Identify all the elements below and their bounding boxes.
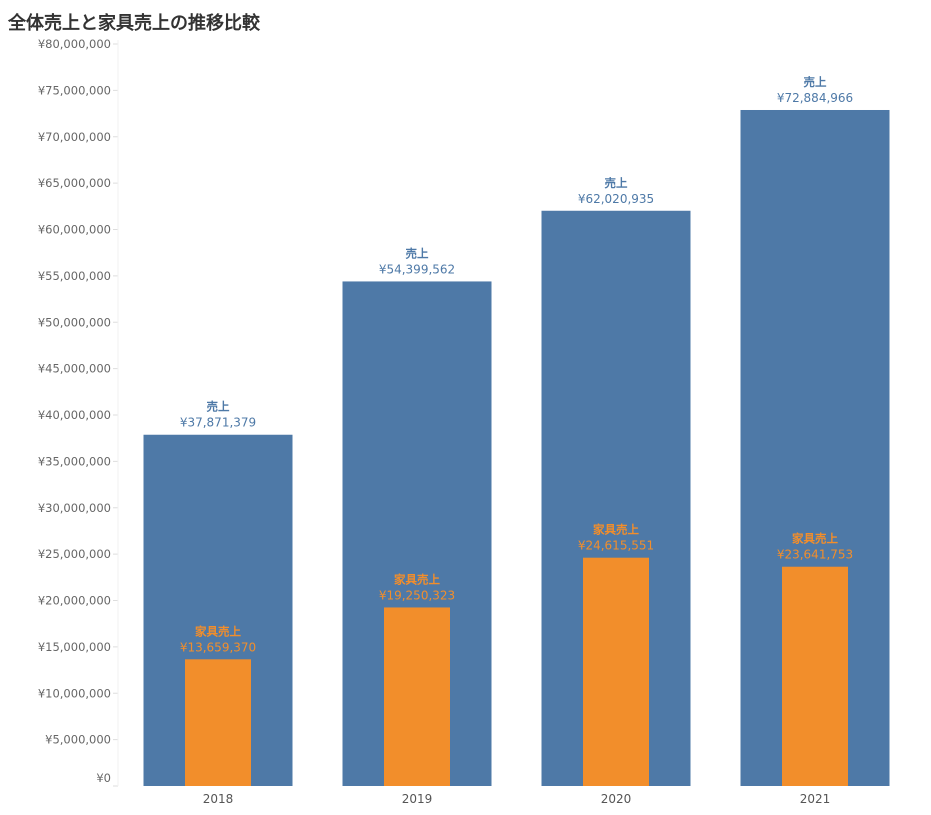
x-tick-label: 2018 — [203, 792, 234, 806]
y-tick-label: ¥20,000,000 — [38, 594, 111, 608]
y-tick-label: ¥35,000,000 — [38, 454, 111, 468]
y-tick-label: ¥60,000,000 — [38, 223, 111, 237]
data-label-name: 家具売上 — [792, 532, 838, 546]
y-tick-label: ¥55,000,000 — [38, 269, 111, 283]
bar-furniture-sales — [583, 557, 649, 786]
y-tick-label: ¥40,000,000 — [38, 408, 111, 422]
data-label-value: ¥13,659,370 — [180, 640, 256, 654]
data-label-value: ¥19,250,323 — [379, 588, 455, 602]
x-tick-label: 2020 — [601, 792, 632, 806]
y-tick-label: ¥70,000,000 — [38, 130, 111, 144]
y-tick-label: ¥10,000,000 — [38, 686, 111, 700]
y-tick-label: ¥25,000,000 — [38, 547, 111, 561]
y-tick-label: ¥0 — [96, 771, 111, 785]
x-tick-label: 2021 — [800, 792, 831, 806]
y-tick-label: ¥45,000,000 — [38, 362, 111, 376]
data-label-name: 売上 — [804, 75, 827, 89]
data-label-name: 売上 — [207, 400, 230, 414]
data-label-value: ¥62,020,935 — [578, 192, 654, 206]
data-label-name: 売上 — [406, 246, 429, 260]
data-label-value: ¥23,641,753 — [777, 548, 853, 562]
x-tick-label: 2019 — [402, 792, 433, 806]
bar-furniture-sales — [782, 566, 848, 786]
data-label-value: ¥54,399,562 — [379, 262, 455, 276]
bar-furniture-sales — [384, 607, 450, 786]
y-tick-label: ¥5,000,000 — [45, 733, 111, 747]
bar-furniture-sales — [185, 659, 251, 786]
y-tick-label: ¥50,000,000 — [38, 315, 111, 329]
chart-title: 全体売上と家具売上の推移比較 — [8, 13, 260, 34]
y-tick-label: ¥80,000,000 — [38, 37, 111, 51]
y-tick-label: ¥30,000,000 — [38, 501, 111, 515]
y-tick-label: ¥65,000,000 — [38, 176, 111, 190]
data-label-name: 家具売上 — [394, 572, 440, 586]
data-label-value: ¥72,884,966 — [777, 91, 853, 105]
data-label-name: 家具売上 — [593, 523, 639, 537]
y-tick-label: ¥15,000,000 — [38, 640, 111, 654]
data-label-name: 家具売上 — [195, 624, 241, 638]
data-label-value: ¥24,615,551 — [578, 539, 654, 553]
y-tick-label: ¥75,000,000 — [38, 83, 111, 97]
data-label-value: ¥37,871,379 — [180, 416, 256, 430]
data-label-name: 売上 — [605, 176, 628, 190]
